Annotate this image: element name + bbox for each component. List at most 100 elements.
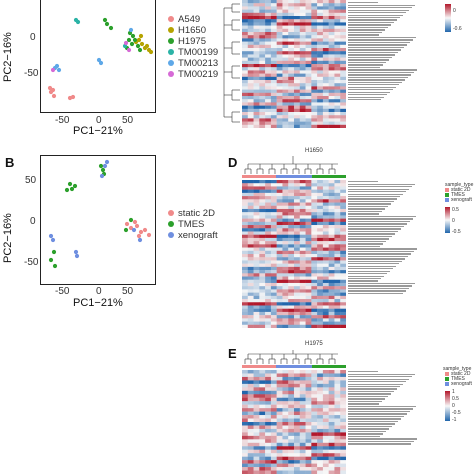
heatmap-cell [328, 463, 335, 468]
heatmap-cell [340, 80, 346, 84]
heatmap-cell [299, 192, 306, 197]
heatmap-cell [311, 263, 318, 268]
heatmap-cell [334, 124, 341, 128]
heatmap-cell [242, 311, 248, 316]
heatmap-cell [299, 19, 306, 23]
heatmap-cell [317, 276, 324, 280]
heatmap-cell [299, 51, 306, 55]
heatmap-cell [288, 380, 295, 385]
row-label-mark [348, 250, 414, 253]
heatmap-cell [305, 401, 312, 405]
heatmap-cell [276, 51, 283, 55]
heatmap-cell [299, 32, 306, 36]
heatmap-cell [259, 270, 266, 274]
heatmap-cell [317, 273, 324, 277]
heatmap-cell [322, 225, 329, 229]
heatmap-cell [282, 67, 289, 71]
heatmap-cell [276, 380, 283, 385]
scatter-point [51, 249, 57, 255]
heatmap-cell [334, 9, 341, 13]
heatmap-cell [322, 70, 329, 74]
heatmap-cell [334, 273, 341, 277]
row-label-mark [348, 200, 394, 203]
heatmap-cell [242, 25, 248, 29]
heatmap-cell [294, 270, 300, 274]
heatmap-cell [305, 199, 312, 203]
heatmap-cell [317, 60, 324, 65]
heatmap-cell [311, 425, 318, 430]
heatmap-cell [282, 397, 289, 402]
heatmap-cell [334, 324, 341, 328]
heatmap-cell [259, 244, 266, 248]
heatmap-cell [253, 370, 260, 374]
heatmap-cell [305, 295, 312, 300]
heatmap-cell [334, 12, 341, 17]
heatmap-cell [247, 263, 254, 268]
heatmap-cell [253, 292, 260, 297]
heatmap-cell [328, 315, 335, 319]
heatmap-cell [265, 64, 272, 68]
heatmap-cell [259, 470, 266, 474]
heatmap-cell [282, 470, 289, 474]
panel-a: PC2−16% 0 -50 -50 0 50 PC1−21% A549 H1650… [0, 0, 240, 140]
heatmap-cell [317, 263, 324, 268]
heatmap-cell [322, 383, 329, 388]
heatmap-cell [340, 112, 346, 116]
heatmap-cell [299, 41, 306, 45]
heatmap-cell [311, 41, 318, 45]
heatmap-cell [334, 189, 341, 194]
heatmap-cell [270, 463, 277, 468]
heatmap-cell [288, 266, 295, 271]
heatmap-cell [340, 22, 346, 26]
row-label-mark [348, 275, 384, 277]
heatmap-cell [270, 435, 277, 440]
heatmap-cell [322, 387, 329, 391]
heatmap-cell [259, 266, 266, 271]
heatmap-cell [247, 311, 254, 316]
heatmap-cell [247, 89, 254, 93]
heatmap-cell [265, 196, 272, 200]
heatmap-cell [317, 383, 324, 388]
heatmap-cell [270, 44, 277, 49]
panel-e-key-swatch [445, 382, 449, 386]
row-label-mark [348, 7, 412, 9]
row-label-mark [348, 260, 402, 262]
heatmap-cell [288, 89, 295, 93]
heatmap-cell [253, 318, 260, 322]
heatmap-cell [334, 254, 341, 258]
heatmap-cell [265, 425, 272, 430]
heatmap-cell [334, 279, 341, 284]
heatmap-cell [282, 80, 289, 84]
heatmap-cell [340, 48, 346, 52]
heatmap-cell [253, 276, 260, 280]
heatmap-cell [247, 295, 254, 300]
heatmap-cell [247, 308, 254, 313]
heatmap-cell [317, 208, 324, 213]
heatmap-cell [276, 463, 283, 468]
heatmap-cell [328, 422, 335, 426]
heatmap-cell [328, 57, 335, 61]
heatmap-cell [311, 12, 318, 17]
heatmap-cell [253, 308, 260, 313]
heatmap-cell [294, 408, 300, 412]
heatmap-cell [288, 397, 295, 402]
heatmap-cell [322, 16, 329, 20]
heatmap-cell [340, 105, 346, 109]
heatmap-cell [288, 370, 295, 374]
heatmap-cell [299, 241, 306, 245]
heatmap-cell [317, 311, 324, 316]
heatmap-cell [322, 12, 329, 17]
heatmap-cell [311, 257, 318, 261]
heatmap-cell [340, 199, 346, 203]
heatmap-cell [270, 51, 277, 55]
heatmap-cell [259, 202, 266, 206]
heatmap-cell [242, 244, 248, 248]
heatmap-cell [270, 38, 277, 42]
heatmap-cell [242, 282, 248, 287]
heatmap-cell [270, 276, 277, 280]
heatmap-cell [317, 299, 324, 303]
heatmap-cell [340, 467, 346, 471]
heatmap-cell [317, 308, 324, 313]
heatmap-cell [270, 57, 277, 61]
